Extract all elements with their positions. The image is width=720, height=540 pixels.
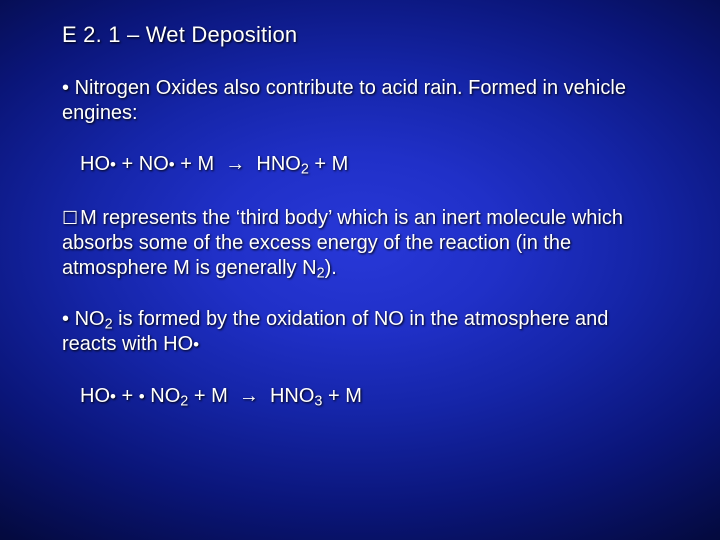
slide: E 2. 1 – Wet Deposition Nitrogen Oxides … <box>0 0 720 540</box>
bullet-2: NO2 is formed by the oxidation of NO in … <box>62 307 660 357</box>
slide-body: Nitrogen Oxides also contribute to acid … <box>62 76 660 409</box>
box-paragraph: M represents the ‘third body’ which is a… <box>62 206 660 282</box>
equation-2: HO• + • NO2 + M → HNO3 + M <box>80 384 660 409</box>
slide-title: E 2. 1 – Wet Deposition <box>62 22 660 48</box>
equation-1: HO• + NO• + M → HNO2 + M <box>80 152 660 177</box>
bullet-1: Nitrogen Oxides also contribute to acid … <box>62 76 660 126</box>
